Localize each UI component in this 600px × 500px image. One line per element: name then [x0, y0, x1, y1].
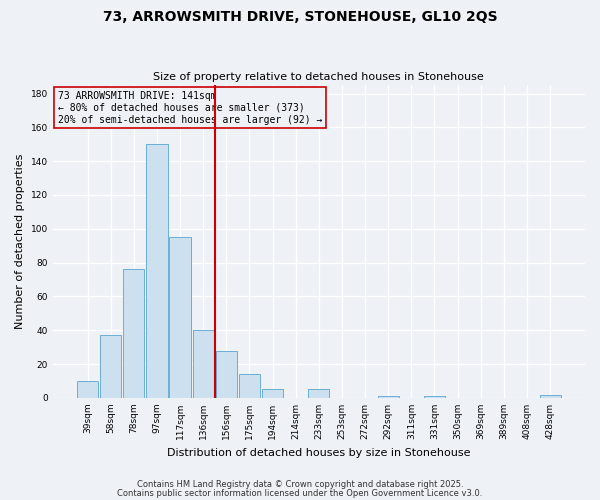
Text: 73 ARROWSMITH DRIVE: 141sqm
← 80% of detached houses are smaller (373)
20% of se: 73 ARROWSMITH DRIVE: 141sqm ← 80% of det…	[58, 92, 322, 124]
Text: Contains public sector information licensed under the Open Government Licence v3: Contains public sector information licen…	[118, 490, 482, 498]
Bar	[146, 144, 167, 398]
Bar	[77, 381, 98, 398]
X-axis label: Distribution of detached houses by size in Stonehouse: Distribution of detached houses by size …	[167, 448, 470, 458]
Bar	[377, 396, 399, 398]
Bar	[262, 390, 283, 398]
Text: Contains HM Land Registry data © Crown copyright and database right 2025.: Contains HM Land Registry data © Crown c…	[137, 480, 463, 489]
Bar	[424, 396, 445, 398]
Bar	[169, 238, 191, 398]
Bar	[123, 270, 145, 398]
Bar	[193, 330, 214, 398]
Bar	[308, 390, 329, 398]
Y-axis label: Number of detached properties: Number of detached properties	[15, 154, 25, 329]
Text: 73, ARROWSMITH DRIVE, STONEHOUSE, GL10 2QS: 73, ARROWSMITH DRIVE, STONEHOUSE, GL10 2…	[103, 10, 497, 24]
Bar	[539, 394, 561, 398]
Title: Size of property relative to detached houses in Stonehouse: Size of property relative to detached ho…	[154, 72, 484, 82]
Bar	[239, 374, 260, 398]
Bar	[100, 336, 121, 398]
Bar	[215, 350, 237, 398]
